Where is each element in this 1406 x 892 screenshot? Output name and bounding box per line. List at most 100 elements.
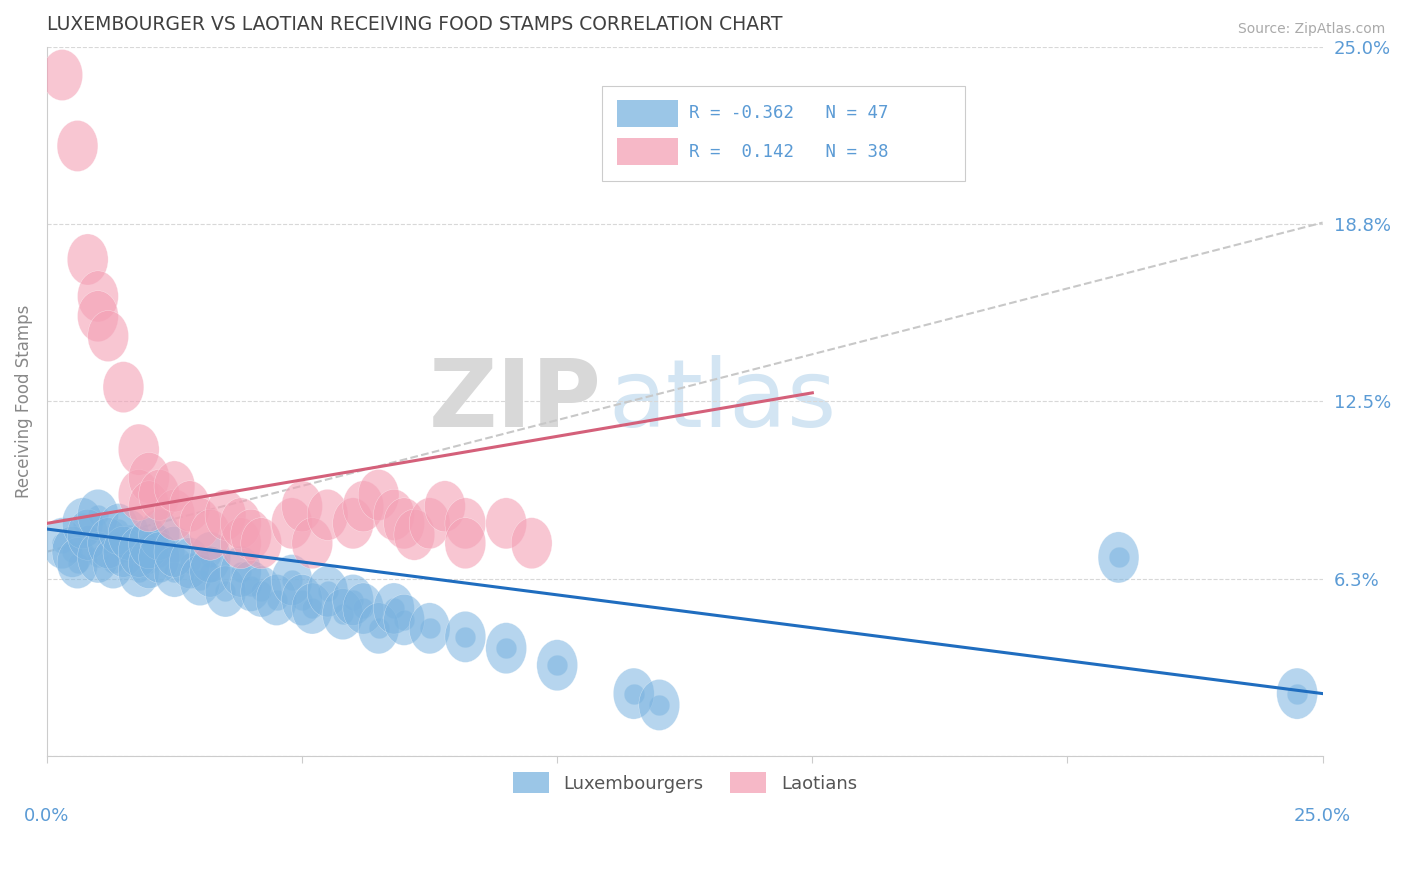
Ellipse shape — [169, 481, 209, 532]
Point — [392, 613, 415, 627]
Ellipse shape — [240, 517, 281, 569]
Point — [281, 573, 304, 587]
Ellipse shape — [409, 498, 450, 549]
Ellipse shape — [103, 361, 143, 413]
Ellipse shape — [77, 490, 118, 541]
Point — [419, 621, 441, 635]
Text: 25.0%: 25.0% — [1294, 807, 1351, 825]
Point — [198, 565, 221, 579]
Ellipse shape — [343, 583, 384, 634]
Ellipse shape — [180, 498, 221, 549]
Ellipse shape — [537, 640, 578, 690]
Point — [1108, 550, 1130, 565]
Ellipse shape — [155, 526, 195, 577]
Ellipse shape — [384, 498, 425, 549]
Ellipse shape — [155, 546, 195, 597]
Point — [266, 593, 288, 607]
Ellipse shape — [485, 498, 527, 549]
Ellipse shape — [118, 469, 159, 521]
Ellipse shape — [1098, 532, 1139, 583]
Text: R =  0.142   N = 38: R = 0.142 N = 38 — [689, 143, 889, 161]
Point — [112, 545, 135, 559]
Ellipse shape — [67, 509, 108, 560]
Point — [163, 565, 186, 579]
Point — [87, 550, 110, 565]
Ellipse shape — [444, 611, 485, 663]
Ellipse shape — [281, 481, 322, 532]
Ellipse shape — [98, 503, 139, 555]
Ellipse shape — [118, 424, 159, 475]
Point — [454, 630, 477, 644]
Ellipse shape — [359, 603, 399, 654]
Point — [97, 536, 120, 550]
Point — [291, 593, 314, 607]
Ellipse shape — [42, 49, 83, 101]
Point — [179, 556, 201, 570]
Ellipse shape — [180, 555, 221, 606]
Ellipse shape — [333, 574, 374, 625]
Ellipse shape — [409, 603, 450, 654]
Ellipse shape — [190, 532, 231, 583]
Text: R = -0.362   N = 47: R = -0.362 N = 47 — [689, 103, 889, 121]
Ellipse shape — [374, 490, 415, 541]
Ellipse shape — [139, 469, 180, 521]
Point — [72, 516, 94, 531]
Ellipse shape — [139, 509, 180, 560]
Point — [301, 601, 323, 615]
Point — [342, 593, 364, 607]
Point — [76, 527, 98, 541]
Ellipse shape — [307, 566, 347, 617]
Ellipse shape — [240, 566, 281, 617]
Ellipse shape — [190, 509, 231, 560]
Point — [107, 522, 129, 536]
Text: atlas: atlas — [609, 355, 837, 448]
Point — [128, 565, 150, 579]
Ellipse shape — [205, 566, 246, 617]
Ellipse shape — [139, 532, 180, 583]
Ellipse shape — [384, 594, 425, 646]
Ellipse shape — [613, 668, 654, 719]
Ellipse shape — [221, 517, 262, 569]
Ellipse shape — [118, 546, 159, 597]
Ellipse shape — [307, 490, 347, 541]
Y-axis label: Receiving Food Stamps: Receiving Food Stamps — [15, 305, 32, 498]
Ellipse shape — [292, 583, 333, 634]
Point — [229, 565, 252, 579]
Ellipse shape — [87, 517, 128, 569]
Point — [60, 545, 83, 559]
Ellipse shape — [58, 538, 98, 589]
Ellipse shape — [190, 546, 231, 597]
Point — [1286, 687, 1309, 701]
Ellipse shape — [77, 291, 118, 342]
Point — [352, 601, 374, 615]
Ellipse shape — [108, 509, 149, 560]
Point — [51, 536, 73, 550]
Ellipse shape — [93, 538, 134, 589]
Point — [138, 556, 160, 570]
Point — [148, 527, 170, 541]
Ellipse shape — [444, 517, 485, 569]
Point — [382, 601, 405, 615]
Ellipse shape — [425, 481, 465, 532]
Ellipse shape — [58, 120, 98, 171]
Point — [138, 536, 160, 550]
Ellipse shape — [77, 271, 118, 322]
Point — [367, 621, 389, 635]
Point — [648, 698, 671, 712]
Ellipse shape — [271, 555, 312, 606]
Point — [495, 641, 517, 656]
Text: Source: ZipAtlas.com: Source: ZipAtlas.com — [1237, 22, 1385, 37]
Ellipse shape — [87, 310, 128, 361]
Text: ZIP: ZIP — [429, 355, 602, 448]
Ellipse shape — [231, 509, 271, 560]
Ellipse shape — [221, 498, 262, 549]
Ellipse shape — [292, 517, 333, 569]
Ellipse shape — [394, 509, 434, 560]
Point — [546, 658, 568, 673]
Ellipse shape — [1277, 668, 1317, 719]
Ellipse shape — [128, 481, 169, 532]
Ellipse shape — [205, 490, 246, 541]
Point — [316, 584, 339, 599]
Ellipse shape — [231, 560, 271, 611]
Ellipse shape — [62, 498, 103, 549]
